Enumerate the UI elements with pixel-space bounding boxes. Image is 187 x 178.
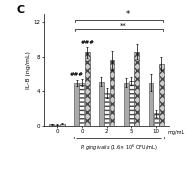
Bar (134, 52, 139, 125)
Bar (104, 93, 109, 125)
Text: *: * (126, 10, 130, 19)
Bar (60, 124, 65, 125)
Y-axis label: IL-8 (ng/mL): IL-8 (ng/mL) (26, 51, 31, 89)
Bar (154, 113, 159, 125)
Bar (124, 83, 129, 125)
Bar (159, 64, 164, 125)
Bar (110, 60, 114, 125)
Text: C: C (16, 5, 24, 15)
Text: **: ** (120, 23, 127, 29)
Bar (50, 124, 54, 125)
Text: $P. gingivalis$ (1.6× 10$^{6}$ CFU/mL): $P. gingivalis$ (1.6× 10$^{6}$ CFU/mL) (80, 143, 158, 153)
Bar (74, 83, 79, 125)
Bar (99, 82, 104, 125)
Bar (79, 83, 84, 125)
Text: ###: ### (70, 72, 84, 77)
Bar (85, 53, 90, 125)
Text: ###: ### (80, 40, 94, 45)
Text: mg/mL: mg/mL (167, 130, 185, 135)
Bar (129, 81, 134, 125)
Bar (148, 83, 153, 125)
